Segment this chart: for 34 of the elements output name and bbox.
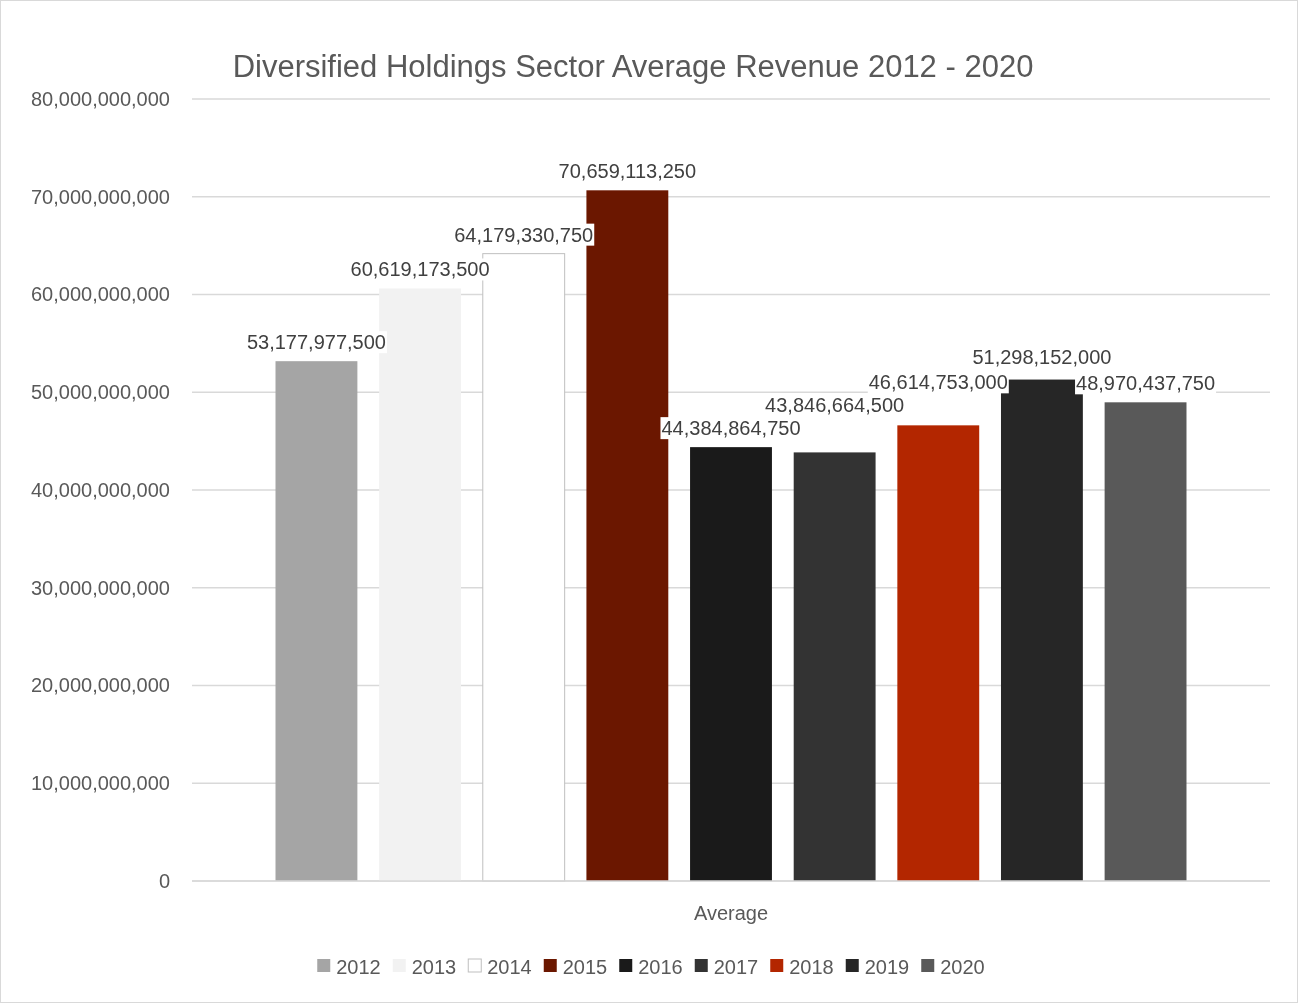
data-label: 51,298,152,000 <box>972 345 1112 368</box>
y-tick-label: 10,000,000,000 <box>30 772 170 795</box>
y-tick-label: 70,000,000,000 <box>30 185 170 208</box>
legend-label: 2017 <box>713 956 759 978</box>
y-tick-label: 40,000,000,000 <box>30 478 170 501</box>
y-tick-label: 30,000,000,000 <box>30 576 170 599</box>
data-label: 64,179,330,750 <box>454 223 594 246</box>
data-label: 70,659,113,250 <box>558 160 697 183</box>
bar <box>1104 402 1187 881</box>
y-tick-label: 50,000,000,000 <box>30 381 170 404</box>
bar <box>275 361 358 881</box>
y-tick-label: 80,000,000,000 <box>30 87 170 110</box>
legend-label: 2014 <box>487 956 532 978</box>
y-tick-label: 60,000,000,000 <box>30 283 170 306</box>
data-label: 53,177,977,500 <box>246 331 386 354</box>
legend-label: 2016 <box>638 956 683 978</box>
chart-title: Diversified Holdings Sector Average Revenue 2012 - 2020 <box>232 49 1034 84</box>
y-tick-label: 0 <box>158 869 170 892</box>
data-label: 44,384,864,750 <box>661 417 801 440</box>
bar <box>793 452 876 881</box>
legend-label: 2013 <box>411 956 457 978</box>
y-tick-label: 20,000,000,000 <box>30 674 170 697</box>
data-label: 46,614,753,000 <box>868 371 1008 394</box>
legend-label: 2015 <box>562 956 608 978</box>
bar <box>690 447 772 881</box>
legend-label: 2020 <box>940 956 985 978</box>
data-label: 60,619,173,500 <box>350 258 490 281</box>
bar <box>897 425 980 881</box>
data-label: 43,846,664,500 <box>765 394 905 417</box>
legend-label: 2018 <box>789 956 834 978</box>
legend-label: 2012 <box>336 956 381 978</box>
legend-label: 2019 <box>864 956 910 978</box>
data-label: 48,970,437,750 <box>1076 372 1216 395</box>
x-tick-label: Average <box>693 902 769 924</box>
